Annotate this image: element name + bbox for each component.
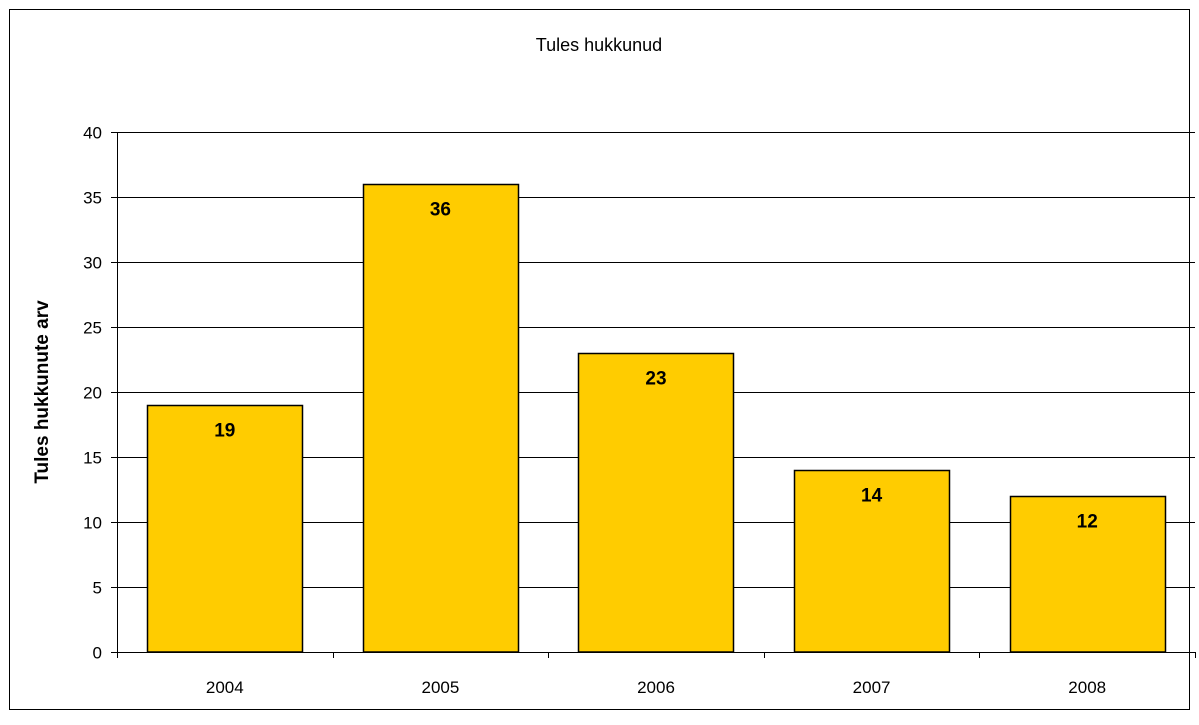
y-tick-label: 25	[83, 319, 102, 338]
x-tick-label: 2005	[421, 678, 459, 697]
y-tick-label: 10	[83, 514, 102, 533]
bar-2006	[577, 352, 735, 653]
y-tick-label: 20	[83, 384, 102, 403]
x-tick-label: 2007	[853, 678, 891, 697]
bar-2005	[362, 183, 520, 653]
data-label: 14	[861, 486, 883, 507]
chart-title: Tules hukkunud	[536, 35, 662, 55]
data-label: 19	[214, 421, 235, 442]
y-tick-label: 5	[93, 579, 102, 598]
bar-2004	[146, 404, 304, 653]
bars	[146, 183, 1167, 653]
bar-2008	[1009, 495, 1167, 653]
bar-2007	[793, 469, 951, 653]
labels: 0 5 10 15 20 25 30 35 40 19 2004 36 2005 23 2006 14 2007…	[83, 124, 1106, 698]
y-tick-label: 40	[83, 124, 102, 143]
x-tick-label: 2008	[1068, 678, 1106, 697]
y-tick-label: 0	[93, 644, 102, 663]
x-tick-label: 2004	[206, 678, 244, 697]
y-tick-label: 15	[83, 449, 102, 468]
x-tick-label: 2006	[637, 678, 675, 697]
data-label: 12	[1077, 512, 1098, 533]
data-label: 36	[430, 200, 451, 221]
axes	[111, 132, 1196, 658]
y-tick-label: 35	[83, 189, 102, 208]
data-label: 23	[645, 369, 666, 390]
y-axis-title: Tules hukkunute arv	[32, 300, 53, 484]
y-tick-label: 30	[83, 254, 102, 273]
